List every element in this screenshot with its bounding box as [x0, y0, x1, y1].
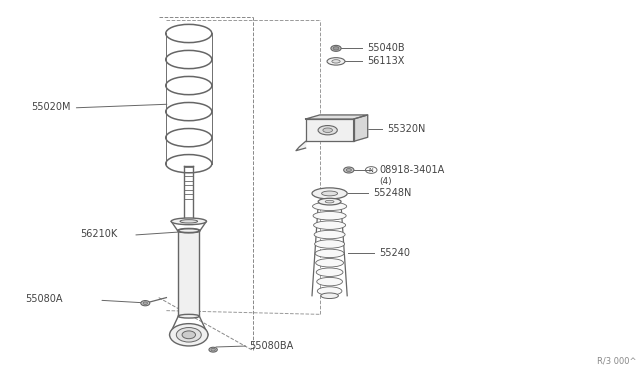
Ellipse shape: [327, 58, 345, 65]
Text: 55248N: 55248N: [373, 189, 412, 198]
Ellipse shape: [333, 47, 339, 50]
Text: N: N: [369, 167, 374, 173]
Ellipse shape: [178, 314, 200, 318]
Ellipse shape: [209, 347, 217, 352]
Ellipse shape: [178, 228, 200, 233]
Text: 56113X: 56113X: [367, 57, 404, 66]
Ellipse shape: [316, 259, 344, 267]
Text: 56210K: 56210K: [80, 230, 117, 239]
Text: (4): (4): [379, 177, 392, 186]
Ellipse shape: [177, 327, 201, 342]
Ellipse shape: [323, 128, 333, 132]
Ellipse shape: [346, 169, 351, 171]
Ellipse shape: [317, 278, 342, 286]
Text: 08918-3401A: 08918-3401A: [379, 165, 444, 175]
Ellipse shape: [315, 249, 344, 258]
Text: 55080A: 55080A: [26, 295, 63, 304]
Ellipse shape: [314, 230, 345, 239]
Ellipse shape: [312, 202, 347, 211]
Ellipse shape: [317, 287, 342, 295]
Text: 55240: 55240: [380, 248, 410, 259]
Polygon shape: [354, 115, 367, 141]
Ellipse shape: [332, 60, 340, 63]
Ellipse shape: [316, 268, 343, 276]
Ellipse shape: [180, 219, 198, 223]
Text: R/3 000^: R/3 000^: [597, 356, 637, 365]
Ellipse shape: [170, 324, 208, 346]
Text: 55020M: 55020M: [31, 102, 70, 112]
Ellipse shape: [331, 45, 341, 51]
Ellipse shape: [321, 293, 339, 299]
Ellipse shape: [318, 198, 341, 205]
Ellipse shape: [172, 218, 206, 225]
Ellipse shape: [178, 229, 200, 232]
Ellipse shape: [344, 167, 354, 173]
Polygon shape: [306, 119, 354, 141]
FancyBboxPatch shape: [178, 231, 200, 316]
Ellipse shape: [313, 212, 346, 220]
Ellipse shape: [143, 302, 147, 304]
Text: 55080BA: 55080BA: [250, 341, 294, 351]
Text: 55040B: 55040B: [367, 44, 404, 53]
Text: 55320N: 55320N: [388, 124, 426, 134]
Polygon shape: [306, 115, 367, 119]
Ellipse shape: [315, 240, 344, 248]
Ellipse shape: [312, 188, 348, 199]
Ellipse shape: [322, 191, 338, 196]
Ellipse shape: [314, 221, 346, 230]
Ellipse shape: [325, 200, 334, 203]
Ellipse shape: [211, 348, 215, 351]
Ellipse shape: [318, 125, 337, 135]
Polygon shape: [296, 141, 306, 151]
Ellipse shape: [141, 301, 150, 306]
Ellipse shape: [182, 331, 196, 339]
